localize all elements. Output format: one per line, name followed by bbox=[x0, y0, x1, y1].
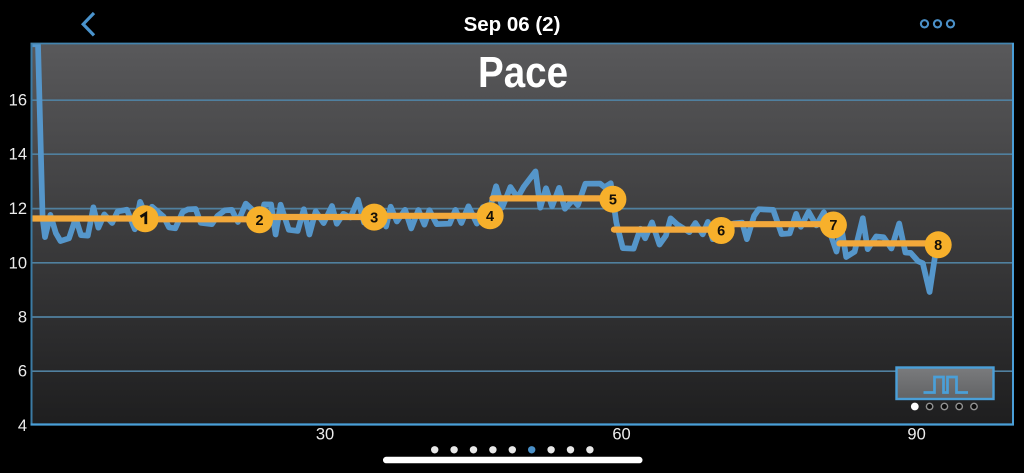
svg-text:4: 4 bbox=[18, 417, 27, 435]
svg-text:10: 10 bbox=[9, 254, 27, 272]
svg-text:3: 3 bbox=[370, 210, 378, 226]
svg-text:Pace: Pace bbox=[478, 48, 568, 97]
svg-text:7: 7 bbox=[829, 218, 837, 234]
svg-text:30: 30 bbox=[316, 426, 334, 444]
svg-text:4: 4 bbox=[486, 209, 494, 225]
svg-text:6: 6 bbox=[18, 363, 27, 381]
svg-text:2: 2 bbox=[255, 213, 263, 229]
svg-text:8: 8 bbox=[18, 309, 27, 327]
svg-text:8: 8 bbox=[934, 238, 942, 254]
svg-text:60: 60 bbox=[612, 426, 630, 444]
svg-text:6: 6 bbox=[717, 224, 725, 240]
svg-text:12: 12 bbox=[9, 200, 27, 218]
svg-text:14: 14 bbox=[9, 146, 27, 164]
svg-text:90: 90 bbox=[907, 426, 925, 444]
svg-text:16: 16 bbox=[9, 92, 27, 110]
svg-text:Sep 06 (2): Sep 06 (2) bbox=[464, 13, 561, 36]
svg-text:5: 5 bbox=[609, 192, 617, 208]
